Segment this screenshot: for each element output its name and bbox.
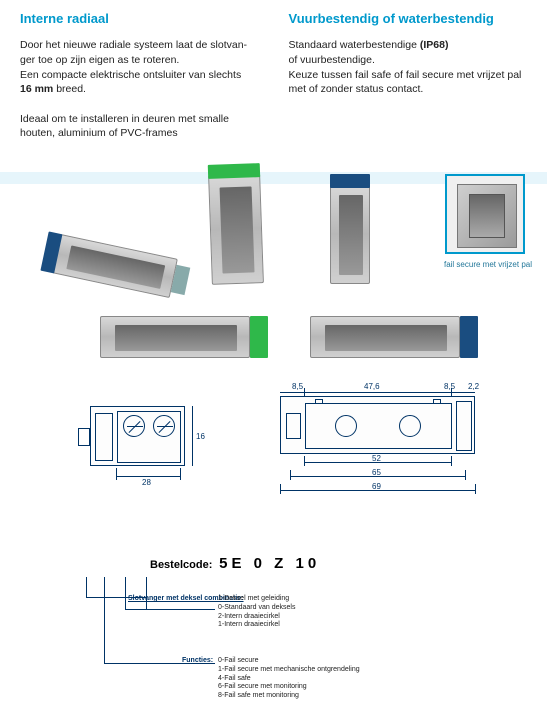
right-heading: Vuurbestendig of waterbestendig xyxy=(289,10,528,28)
inset-caption: fail secure met vrijzet pal xyxy=(444,260,532,269)
order-section: Bestelcode: 5E 0 Z 10 Slotvanger met dek… xyxy=(0,555,547,572)
left-heading: Interne radiaal xyxy=(20,10,259,28)
callout-deksel-lines: 1-Deksel met geleiding 0-Standaard van d… xyxy=(218,595,295,630)
product-striker xyxy=(52,234,178,298)
left-p1: Door het nieuwe radiale systeem laat de … xyxy=(20,38,259,67)
product-striker xyxy=(100,316,250,358)
product-striker xyxy=(330,184,370,284)
right-p3: Keuze tussen fail safe of fail secure me… xyxy=(289,68,528,83)
left-column: Interne radiaal Door het nieuwe radiale … xyxy=(20,10,259,141)
diagram-left: 28 16 xyxy=(90,406,185,466)
right-p1: Standaard waterbestendige (IP68) xyxy=(289,38,528,53)
order-code: 5E 0 Z 10 xyxy=(219,555,320,572)
left-p2: Een compacte elektrische ontsluiter van … xyxy=(20,68,259,97)
left-p3: Ideaal om te installeren in deuren met s… xyxy=(20,112,259,141)
technical-diagrams: 28 16 8,5 47,6 8,5 2,2 52 65 69 xyxy=(0,386,547,526)
right-p2: of vuurbestendige. xyxy=(289,53,528,68)
diagram-right: 8,5 47,6 8,5 2,2 52 65 69 xyxy=(280,396,475,454)
product-image-area: fail secure met vrijzet pal xyxy=(0,166,547,386)
inset-detail xyxy=(445,174,525,254)
callout-functies: Functies: xyxy=(182,657,213,666)
product-striker xyxy=(310,316,460,358)
order-label: Bestelcode: xyxy=(150,559,212,571)
product-striker xyxy=(208,173,264,285)
right-p4: met of zonder status contact. xyxy=(289,82,528,97)
callout-functies-lines: 0-Fail secure 1-Fail secure met mechanis… xyxy=(218,657,360,701)
right-column: Vuurbestendig of waterbestendig Standaar… xyxy=(289,10,528,141)
